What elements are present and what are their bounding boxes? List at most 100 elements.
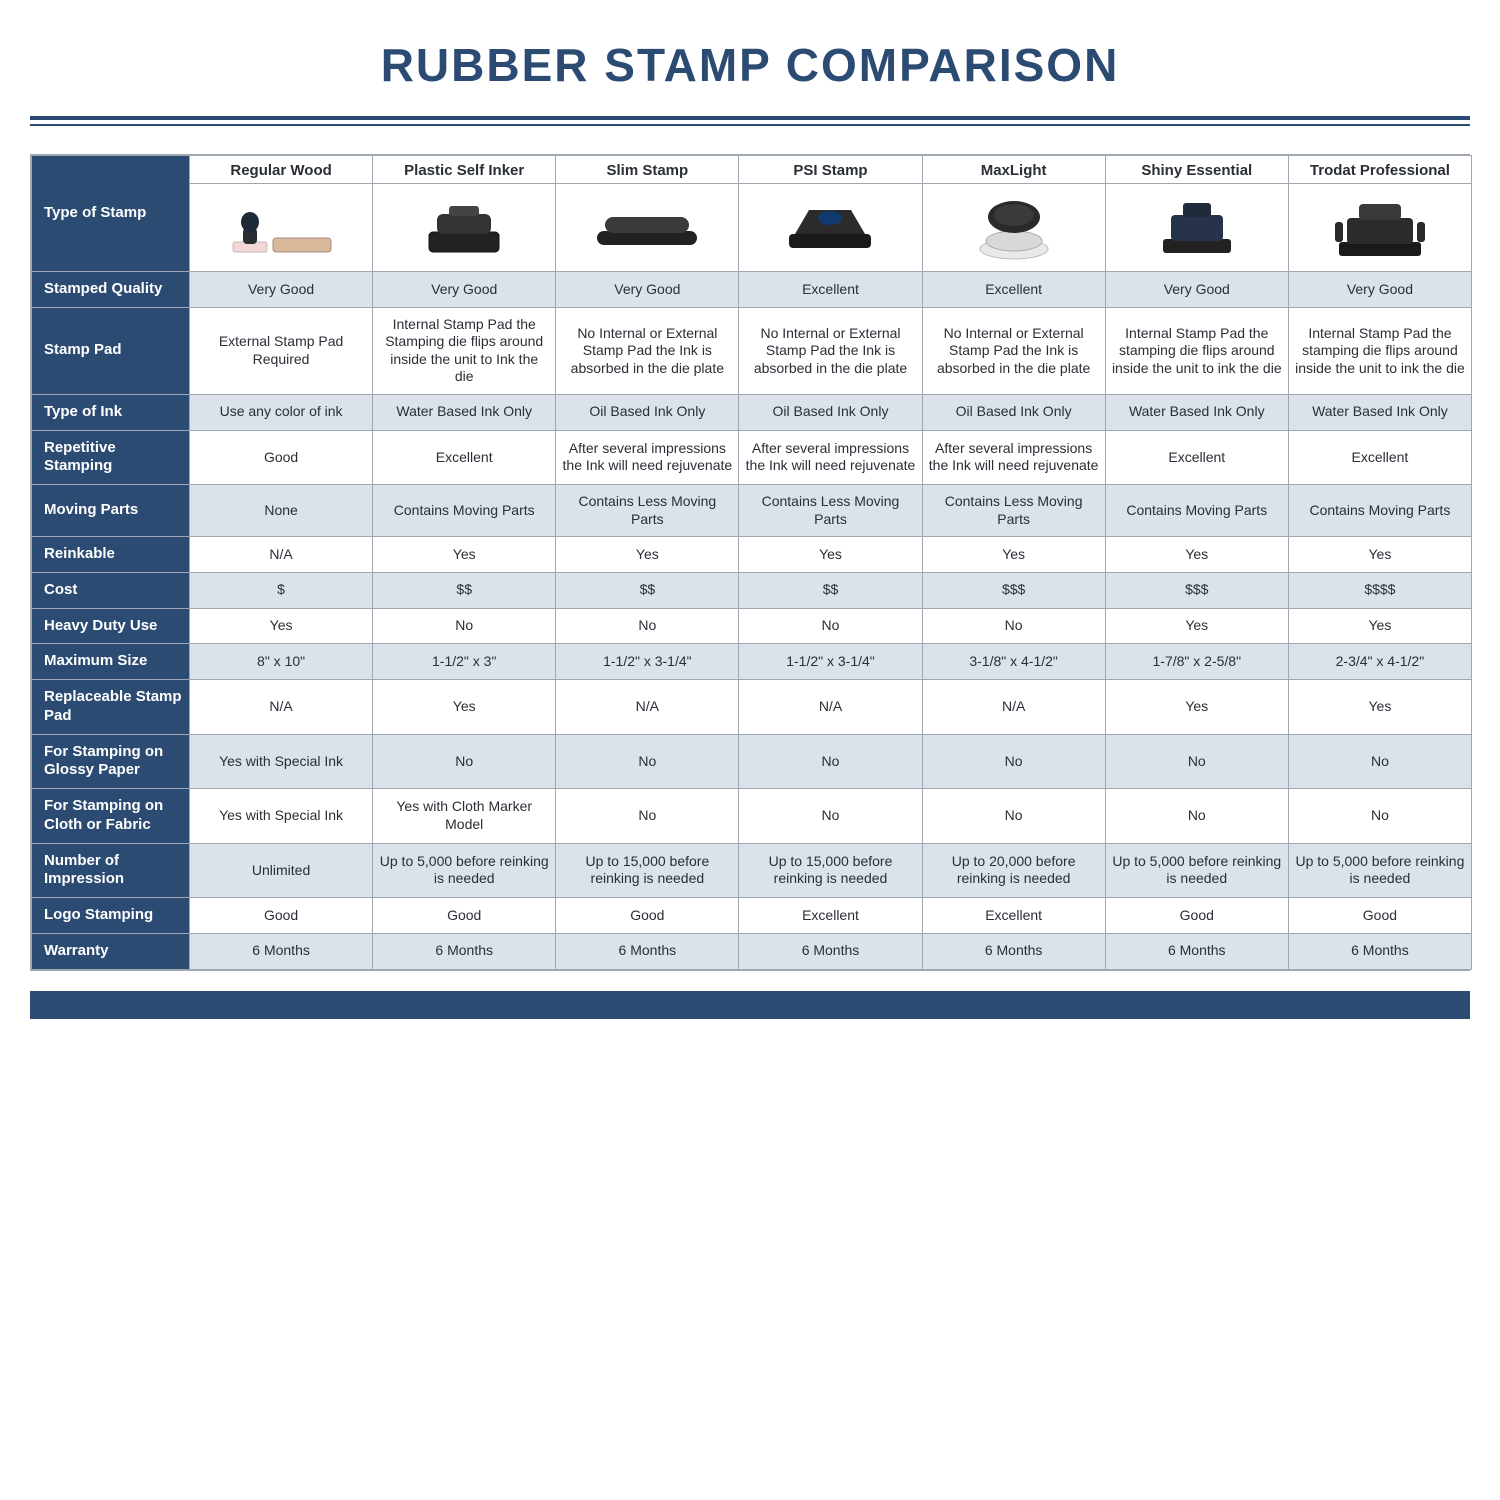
table-cell: Excellent: [1288, 430, 1471, 485]
row-label: Stamp Pad: [32, 307, 190, 394]
stamp-image-slim-stamp: [556, 184, 739, 272]
table-cell: Contains Less Moving Parts: [556, 485, 739, 537]
table-cell: No: [1288, 789, 1471, 844]
table-cell: Contains Less Moving Parts: [739, 485, 922, 537]
trodat-professional-icon: [1325, 194, 1435, 262]
table-cell: Excellent: [373, 430, 556, 485]
table-cell: $$$: [922, 572, 1105, 608]
table-cell: External Stamp Pad Required: [190, 307, 373, 394]
table-cell: 6 Months: [1288, 933, 1471, 969]
row-label: Reinkable: [32, 537, 190, 573]
table-cell: Very Good: [556, 272, 739, 308]
comparison-table: Type of Stamp Regular Wood Plastic Self …: [31, 155, 1472, 970]
table-cell: Yes: [1105, 680, 1288, 735]
row-label: Moving Parts: [32, 485, 190, 537]
table-cell: No: [739, 789, 922, 844]
table-cell: N/A: [922, 680, 1105, 735]
table-row: Maximum Size8" x 10"1-1/2" x 3"1-1/2" x …: [32, 644, 1472, 680]
table-cell: Up to 20,000 before reinking is needed: [922, 843, 1105, 898]
table-row: Number of ImpressionUnlimitedUp to 5,000…: [32, 843, 1472, 898]
col-header: MaxLight: [922, 156, 1105, 184]
table-cell: Contains Moving Parts: [1105, 485, 1288, 537]
divider-outer: [30, 116, 1470, 126]
table-cell: 1-1/2" x 3-1/4": [556, 644, 739, 680]
row-label: Type of Ink: [32, 394, 190, 430]
table-cell: No: [556, 734, 739, 789]
table-cell: 3-1/8" x 4-1/2": [922, 644, 1105, 680]
table-cell: Yes with Special Ink: [190, 789, 373, 844]
table-cell: N/A: [556, 680, 739, 735]
table-cell: Internal Stamp Pad the stamping die flip…: [1105, 307, 1288, 394]
table-cell: Contains Less Moving Parts: [922, 485, 1105, 537]
table-cell: Excellent: [739, 898, 922, 934]
table-row: Replaceable Stamp PadN/AYesN/AN/AN/AYesY…: [32, 680, 1472, 735]
col-header: Plastic Self Inker: [373, 156, 556, 184]
table-row: Cost$$$$$$$$$$$$$$$$$: [32, 572, 1472, 608]
table-cell: No Internal or External Stamp Pad the In…: [556, 307, 739, 394]
table-cell: Excellent: [922, 898, 1105, 934]
stamp-image-regular-wood: [190, 184, 373, 272]
table-cell: Internal Stamp Pad the Stamping die flip…: [373, 307, 556, 394]
table-cell: No: [373, 734, 556, 789]
table-cell: After several impressions the Ink will n…: [739, 430, 922, 485]
table-cell: Internal Stamp Pad the stamping die flip…: [1288, 307, 1471, 394]
table-cell: Good: [373, 898, 556, 934]
col-header: Shiny Essential: [1105, 156, 1288, 184]
table-cell: Yes: [922, 537, 1105, 573]
row-label: Repetitive Stamping: [32, 430, 190, 485]
table-cell: Yes with Cloth Marker Model: [373, 789, 556, 844]
table-cell: 8" x 10": [190, 644, 373, 680]
table-cell: No: [1105, 734, 1288, 789]
table-cell: Contains Moving Parts: [1288, 485, 1471, 537]
table-row: Logo StampingGoodGoodGoodExcellentExcell…: [32, 898, 1472, 934]
table-cell: Up to 5,000 before reinking is needed: [1288, 843, 1471, 898]
table-row: Warranty6 Months6 Months6 Months6 Months…: [32, 933, 1472, 969]
table-cell: 6 Months: [922, 933, 1105, 969]
table-cell: Yes: [739, 537, 922, 573]
table-cell: Good: [1288, 898, 1471, 934]
table-row: Stamp PadExternal Stamp Pad RequiredInte…: [32, 307, 1472, 394]
row-label: Logo Stamping: [32, 898, 190, 934]
table-cell: 6 Months: [373, 933, 556, 969]
table-cell: After several impressions the Ink will n…: [922, 430, 1105, 485]
wood-stamp-icon: [221, 198, 341, 258]
table-row: Moving PartsNoneContains Moving PartsCon…: [32, 485, 1472, 537]
table-cell: Yes: [373, 537, 556, 573]
image-row: [32, 184, 1472, 272]
type-of-stamp-label: Type of Stamp: [32, 156, 190, 272]
row-label: Replaceable Stamp Pad: [32, 680, 190, 735]
table-row: For Stamping on Glossy PaperYes with Spe…: [32, 734, 1472, 789]
col-header: Trodat Professional: [1288, 156, 1471, 184]
col-header: Slim Stamp: [556, 156, 739, 184]
table-cell: 2-3/4" x 4-1/2": [1288, 644, 1471, 680]
row-label: Maximum Size: [32, 644, 190, 680]
table-row: Type of InkUse any color of ink Water Bas…: [32, 394, 1472, 430]
stamp-image-plastic-self-inker: [373, 184, 556, 272]
table-cell: No: [556, 608, 739, 644]
psi-stamp-icon: [775, 200, 885, 255]
stamp-image-psi-stamp: [739, 184, 922, 272]
table-cell: $: [190, 572, 373, 608]
table-cell: $$: [556, 572, 739, 608]
table-cell: $$$: [1105, 572, 1288, 608]
table-cell: N/A: [190, 680, 373, 735]
table-cell: Use any color of ink: [190, 394, 373, 430]
row-label: For Stamping on Glossy Paper: [32, 734, 190, 789]
table-cell: No: [922, 608, 1105, 644]
table-cell: Yes with Special Ink: [190, 734, 373, 789]
table-cell: Excellent: [1105, 430, 1288, 485]
table-cell: After several impressions the Ink will n…: [556, 430, 739, 485]
table-cell: Very Good: [190, 272, 373, 308]
title-wrap: RUBBER STAMP COMPARISON: [30, 20, 1470, 98]
table-cell: N/A: [739, 680, 922, 735]
table-cell: No Internal or External Stamp Pad the In…: [739, 307, 922, 394]
table-cell: Yes: [1288, 680, 1471, 735]
table-row: ReinkableN/AYesYesYesYesYesYes: [32, 537, 1472, 573]
table-cell: Good: [1105, 898, 1288, 934]
table-cell: Water Based Ink Only: [1105, 394, 1288, 430]
footer-bar: [30, 991, 1470, 1019]
header-row: Type of Stamp Regular Wood Plastic Self …: [32, 156, 1472, 184]
table-cell: Good: [190, 898, 373, 934]
table-cell: $$: [739, 572, 922, 608]
table-cell: Good: [190, 430, 373, 485]
